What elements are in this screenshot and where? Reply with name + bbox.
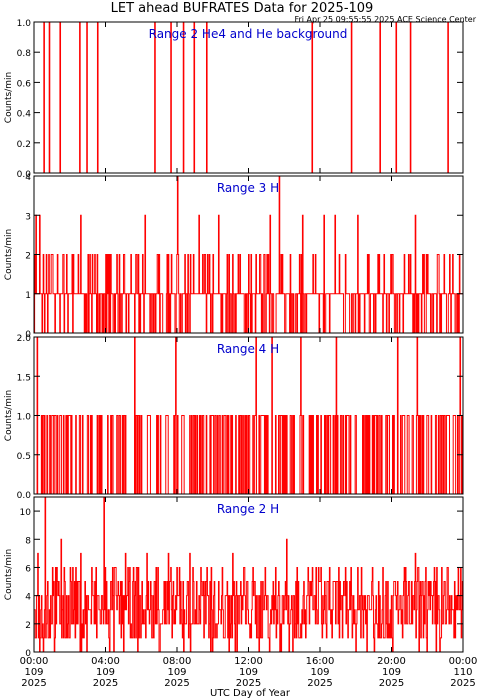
panel-title: Range 3 H: [217, 181, 279, 195]
timestamp: Fri Apr 25 09:55:55 2025 ACE Science Cen…: [294, 15, 476, 24]
x-tick-time: 12:00: [234, 656, 263, 667]
y-tick-label: 8: [25, 536, 31, 546]
y-tick-label: 0.5: [17, 452, 31, 462]
panel-title: Range 4 H: [217, 342, 279, 356]
panel-3: 0.0 0.5 1.0 1.5 2.0 Counts/min Range 4 H: [4, 334, 464, 501]
x-axis-label: UTC Day of Year: [210, 688, 291, 699]
y-tick-label: 0.4: [17, 110, 32, 120]
x-tick-time: 08:00: [163, 656, 192, 667]
series-line-1: [34, 21, 463, 174]
page-title: LET ahead BUFRATES Data for 2025-109: [111, 1, 374, 16]
y-tick-label: 10: [20, 508, 32, 518]
panel-4: 0 2 4 6 8 10 Counts/min Range 2 H: [4, 496, 464, 659]
y-tick-label: 0: [25, 330, 31, 340]
y-axis-label: Counts/min: [4, 390, 14, 441]
y-tick-label: 1.5: [17, 373, 31, 383]
x-tick-year: 2025: [379, 678, 404, 689]
y-tick-label: 1.0: [17, 413, 32, 423]
y-tick-label: 3: [25, 212, 31, 222]
panel-title: Range 2 H: [217, 502, 279, 516]
y-tick-label: 1.0: [17, 19, 32, 29]
y-tick-label: 2.0: [17, 334, 32, 344]
y-axis-label: Counts/min: [4, 72, 14, 123]
y-tick-label: 0: [25, 649, 31, 659]
panel-1: 0.0 0.2 0.4 0.6 0.8 1.0 Counts/min Range 2 He4 …: [4, 19, 464, 180]
y-axis-label: Counts/min: [4, 549, 14, 600]
x-tick-time: 16:00: [306, 656, 335, 667]
y-tick-label: 1: [25, 291, 31, 301]
x-tick-time: 00:00: [20, 656, 49, 667]
panel-title: Range 2 He4 and He background: [149, 27, 348, 41]
y-tick-label: 4: [25, 173, 31, 183]
y-tick-label: 0.6: [17, 79, 32, 89]
x-tick-day: 109: [167, 667, 186, 678]
y-tick-label: 2: [25, 621, 31, 631]
y-tick-label: 4: [25, 593, 31, 603]
y-axis-label: Counts/min: [4, 229, 14, 280]
y-tick-label: 6: [25, 564, 31, 574]
x-tick-year: 2025: [164, 678, 189, 689]
x-tick-day: 109: [310, 667, 329, 678]
x-tick-year: 2025: [450, 678, 475, 689]
x-axis: 00:00109202504:00109202508:00109202512:0…: [20, 656, 478, 689]
y-tick-label: 2: [25, 252, 31, 262]
y-tick-label: 0.0: [17, 491, 32, 501]
y-tick-label: 0.0: [17, 170, 32, 180]
x-tick-day: 109: [24, 667, 43, 678]
x-tick-day: 109: [239, 667, 258, 678]
panel-2: 0 1 2 3 4 Counts/min Range 3 H: [4, 173, 464, 340]
x-tick-year: 2025: [93, 678, 118, 689]
x-tick-year: 2025: [307, 678, 332, 689]
x-tick-time: 04:00: [91, 656, 120, 667]
x-tick-day: 109: [382, 667, 401, 678]
x-tick-year: 2025: [236, 678, 261, 689]
series-line-4: [34, 496, 463, 653]
series-line-3: [34, 336, 463, 495]
plot-frame: [33, 496, 464, 653]
x-tick-time: 20:00: [377, 656, 406, 667]
x-tick-day: 109: [96, 667, 115, 678]
x-tick-time: 00:00: [449, 656, 478, 667]
x-tick-year: 2025: [21, 678, 46, 689]
x-tick-day: 110: [453, 667, 472, 678]
y-tick-label: 0.2: [17, 140, 31, 150]
series-line-2: [34, 175, 463, 334]
y-tick-label: 0.8: [17, 49, 32, 59]
